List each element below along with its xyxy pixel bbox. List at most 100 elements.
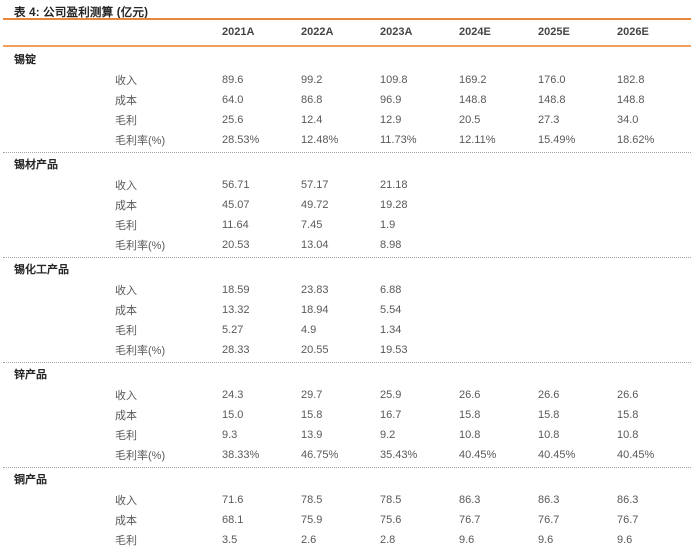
cell-value: 10.8 <box>538 429 560 441</box>
cell-value: 34.0 <box>617 114 639 126</box>
cell-value: 75.9 <box>301 514 323 526</box>
table-row: 毛利 25.6 12.4 12.9 20.5 27.3 34.0 <box>0 110 700 130</box>
table-row: 毛利 5.27 4.9 1.34 <box>0 320 700 340</box>
row-label: 毛利率(%) <box>115 135 166 147</box>
cell-value: 99.2 <box>301 74 323 86</box>
table-row: 收入 24.3 29.7 25.9 26.6 26.6 26.6 <box>0 385 700 405</box>
cell-value: 176.0 <box>538 74 566 86</box>
cell-value: 3.5 <box>222 534 238 546</box>
table-row: 毛利 9.3 13.9 9.2 10.8 10.8 10.8 <box>0 425 700 445</box>
cell-value: 20.53 <box>222 239 250 251</box>
cell-value: 71.6 <box>222 494 244 506</box>
group-name: 锡化工产品 <box>14 264 69 276</box>
column-header: 2021A <box>222 26 255 38</box>
cell-value: 78.5 <box>301 494 323 506</box>
cell-value: 15.49% <box>538 134 576 146</box>
table-body: 锡锭 收入 89.6 99.2 109.8 169.2 176.0 182.8 … <box>0 50 700 550</box>
cell-value: 76.7 <box>617 514 639 526</box>
cell-value: 18.94 <box>301 304 329 316</box>
group-name: 锡锭 <box>14 54 36 66</box>
cell-value: 15.0 <box>222 409 244 421</box>
cell-value: 13.9 <box>301 429 323 441</box>
cell-value: 86.3 <box>459 494 481 506</box>
row-label: 毛利率(%) <box>115 345 166 357</box>
table-group: 锡化工产品 收入 18.59 23.83 6.88 成本 13.32 18.94… <box>0 260 700 363</box>
cell-value: 46.75% <box>301 449 339 461</box>
table-row: 毛利率(%) 28.53% 12.48% 11.73% 12.11% 15.49… <box>0 130 700 150</box>
table-row: 收入 89.6 99.2 109.8 169.2 176.0 182.8 <box>0 70 700 90</box>
table-title: 表 4: 公司盈利测算 (亿元) <box>14 7 149 19</box>
cell-value: 15.8 <box>301 409 323 421</box>
cell-value: 26.6 <box>617 389 639 401</box>
dotted-divider <box>3 467 691 468</box>
group-name: 铜产品 <box>14 474 47 486</box>
cell-value: 15.8 <box>459 409 481 421</box>
table-row: 毛利率(%) 20.53 13.04 8.98 <box>0 235 700 255</box>
cell-value: 40.45% <box>617 449 655 461</box>
cell-value: 56.71 <box>222 179 250 191</box>
table-group: 铜产品 收入 71.6 78.5 78.5 86.3 86.3 86.3 成本 … <box>0 470 700 550</box>
cell-value: 28.33 <box>222 344 250 356</box>
cell-value: 68.1 <box>222 514 244 526</box>
cell-value: 18.59 <box>222 284 250 296</box>
cell-value: 89.6 <box>222 74 244 86</box>
table-row: 成本 13.32 18.94 5.54 <box>0 300 700 320</box>
dotted-divider <box>3 362 691 363</box>
cell-value: 40.45% <box>538 449 576 461</box>
cell-value: 9.6 <box>538 534 554 546</box>
cell-value: 5.54 <box>380 304 402 316</box>
cell-value: 15.8 <box>617 409 639 421</box>
cell-value: 16.7 <box>380 409 402 421</box>
cell-value: 9.6 <box>617 534 633 546</box>
group-name: 锡材产品 <box>14 159 58 171</box>
cell-value: 76.7 <box>538 514 560 526</box>
row-label: 毛利 <box>115 430 137 442</box>
column-header: 2025E <box>538 26 570 38</box>
cell-value: 86.3 <box>617 494 639 506</box>
cell-value: 25.6 <box>222 114 244 126</box>
cell-value: 12.9 <box>380 114 402 126</box>
cell-value: 96.9 <box>380 94 402 106</box>
cell-value: 78.5 <box>380 494 402 506</box>
cell-value: 9.3 <box>222 429 238 441</box>
cell-value: 24.3 <box>222 389 244 401</box>
cell-value: 8.98 <box>380 239 402 251</box>
cell-value: 45.07 <box>222 199 250 211</box>
table-row: 收入 56.71 57.17 21.18 <box>0 175 700 195</box>
row-label: 收入 <box>115 495 137 507</box>
table-group: 锌产品 收入 24.3 29.7 25.9 26.6 26.6 26.6 成本 … <box>0 365 700 468</box>
row-label: 毛利 <box>115 220 137 232</box>
column-header: 2022A <box>301 26 334 38</box>
cell-value: 6.88 <box>380 284 402 296</box>
cell-value: 86.3 <box>538 494 560 506</box>
table-row: 成本 45.07 49.72 19.28 <box>0 195 700 215</box>
cell-value: 9.6 <box>459 534 475 546</box>
group-name: 锌产品 <box>14 369 47 381</box>
table-row: 毛利率(%) 38.33% 46.75% 35.43% 40.45% 40.45… <box>0 445 700 465</box>
cell-value: 57.17 <box>301 179 329 191</box>
cell-value: 9.2 <box>380 429 396 441</box>
column-header: 2026E <box>617 26 649 38</box>
cell-value: 27.3 <box>538 114 560 126</box>
table-row: 毛利 11.64 7.45 1.9 <box>0 215 700 235</box>
cell-value: 10.8 <box>617 429 639 441</box>
cell-value: 21.18 <box>380 179 408 191</box>
cell-value: 169.2 <box>459 74 487 86</box>
row-label: 成本 <box>115 410 137 422</box>
cell-value: 49.72 <box>301 199 329 211</box>
cell-value: 1.34 <box>380 324 402 336</box>
cell-value: 11.73% <box>380 134 417 146</box>
cell-value: 148.8 <box>538 94 566 106</box>
row-label: 毛利 <box>115 325 137 337</box>
column-header-row: 2021A 2022A 2023A 2024E 2025E 2026E <box>222 26 696 38</box>
row-label: 毛利 <box>115 535 137 547</box>
cell-value: 5.27 <box>222 324 244 336</box>
row-label: 毛利 <box>115 115 137 127</box>
row-label: 收入 <box>115 390 137 402</box>
cell-value: 182.8 <box>617 74 645 86</box>
cell-value: 18.62% <box>617 134 655 146</box>
cell-value: 75.6 <box>380 514 402 526</box>
row-label: 收入 <box>115 285 137 297</box>
table-group: 锡材产品 收入 56.71 57.17 21.18 成本 45.07 49.72… <box>0 155 700 258</box>
cell-value: 38.33% <box>222 449 260 461</box>
